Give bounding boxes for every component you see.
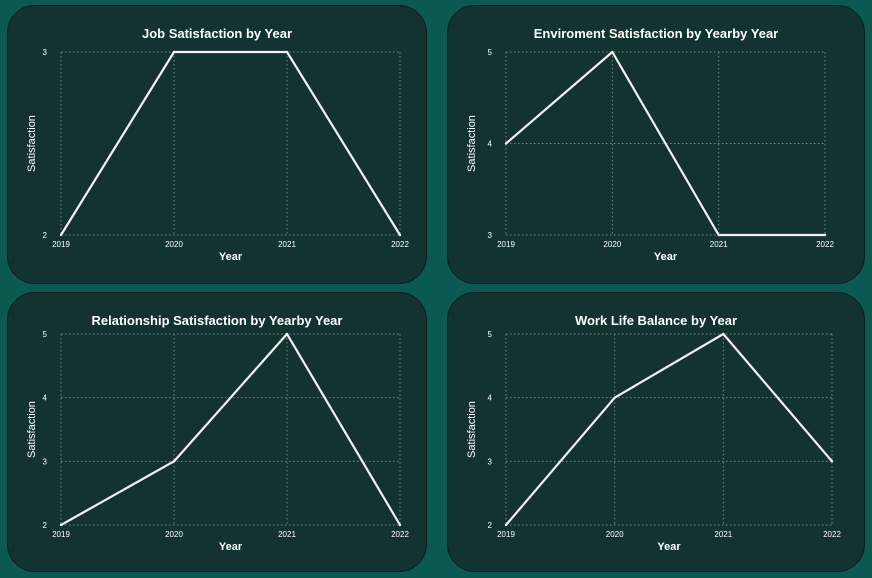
y-tick-label: 4	[43, 394, 48, 403]
data-point	[172, 460, 176, 463]
line-chart-enviroment-satisfaction: 3 4 5 2019 2020 2021 2022 Year Satisfaction	[466, 48, 834, 263]
y-axis-title: Satisfaction	[466, 115, 478, 172]
y-axis-title: Satisfaction	[466, 401, 478, 458]
data-point	[285, 50, 289, 54]
x-tick-label: 2020	[606, 530, 624, 539]
y-tick-label: 5	[488, 330, 493, 339]
data-point	[285, 332, 289, 336]
x-tick-label: 2019	[52, 240, 70, 249]
x-tick-label: 2019	[497, 240, 515, 249]
series-line	[505, 332, 833, 526]
y-tick-label: 3	[43, 48, 48, 57]
chart-card-relationship-satisfaction: Relationship Satisfaction by Yearby Year…	[7, 292, 427, 572]
y-tick-label: 2	[488, 521, 493, 530]
x-tick-label: 2021	[278, 240, 296, 249]
y-tick-label: 3	[43, 457, 48, 466]
data-point	[59, 523, 63, 527]
x-axis-title: Year	[657, 541, 681, 553]
y-tick-label: 3	[488, 231, 493, 240]
series-line	[505, 50, 825, 237]
x-tick-label: 2020	[165, 530, 183, 539]
x-tick-label: 2022	[823, 530, 841, 539]
x-tick-label: 2020	[603, 240, 621, 249]
data-point	[59, 233, 63, 237]
data-point	[504, 142, 508, 145]
chart-card-work-life-balance: Work Life Balance by Year 2 3 4 5 2019 2020 20…	[447, 292, 865, 572]
data-point	[172, 50, 176, 54]
data-point	[717, 233, 720, 237]
x-tick-label: 2022	[391, 240, 409, 249]
series-line	[60, 50, 401, 236]
y-tick-label: 5	[488, 48, 493, 57]
x-tick-label: 2022	[816, 240, 834, 249]
y-tick-label: 4	[488, 394, 493, 403]
data-point	[504, 523, 508, 527]
x-tick-label: 2021	[278, 530, 296, 539]
chart-title: Work Life Balance by Year	[574, 313, 738, 328]
y-axis-title: Satisfaction	[26, 401, 38, 458]
chart-title: Enviroment Satisfaction by Yearby Year	[533, 26, 779, 41]
chart-title: Job Satisfaction by Year	[141, 26, 293, 41]
x-tick-label: 2021	[714, 530, 732, 539]
chart-card-enviroment-satisfaction: Enviroment Satisfaction by Yearby Year 3…	[447, 5, 865, 284]
x-tick-label: 2020	[165, 240, 183, 249]
data-point	[398, 523, 402, 527]
y-tick-label: 4	[488, 140, 493, 149]
series-line	[60, 332, 401, 526]
data-point	[722, 332, 725, 336]
line-chart-relationship-satisfaction: 2 3 4 5 2019 2020 2021 2022 Year Satisfaction	[26, 330, 409, 553]
y-tick-label: 5	[43, 330, 48, 339]
line-chart-work-life-balance: 2 3 4 5 2019 2020 2021 2022 Year Satisfaction	[466, 330, 841, 553]
x-axis-title: Year	[219, 251, 243, 263]
x-axis-title: Year	[219, 541, 243, 553]
data-point	[823, 233, 827, 237]
chart-card-job-satisfaction: Job Satisfaction by Year 2 3 2019 2020 2021 2…	[7, 5, 427, 284]
x-tick-label: 2021	[710, 240, 728, 249]
data-point	[613, 396, 616, 399]
data-point	[398, 233, 402, 237]
data-point	[611, 50, 614, 54]
y-tick-label: 3	[488, 457, 493, 466]
x-tick-label: 2019	[52, 530, 70, 539]
y-tick-label: 2	[43, 521, 48, 530]
x-axis-title: Year	[654, 251, 678, 263]
data-point	[830, 460, 834, 463]
x-tick-label: 2022	[391, 530, 409, 539]
line-chart-job-satisfaction: 2 3 2019 2020 2021 2022 Year Satisfaction	[26, 48, 409, 263]
chart-title: Relationship Satisfaction by Yearby Year	[91, 313, 343, 328]
x-tick-label: 2019	[497, 530, 515, 539]
y-axis-title: Satisfaction	[26, 115, 38, 172]
y-tick-label: 2	[43, 231, 48, 240]
